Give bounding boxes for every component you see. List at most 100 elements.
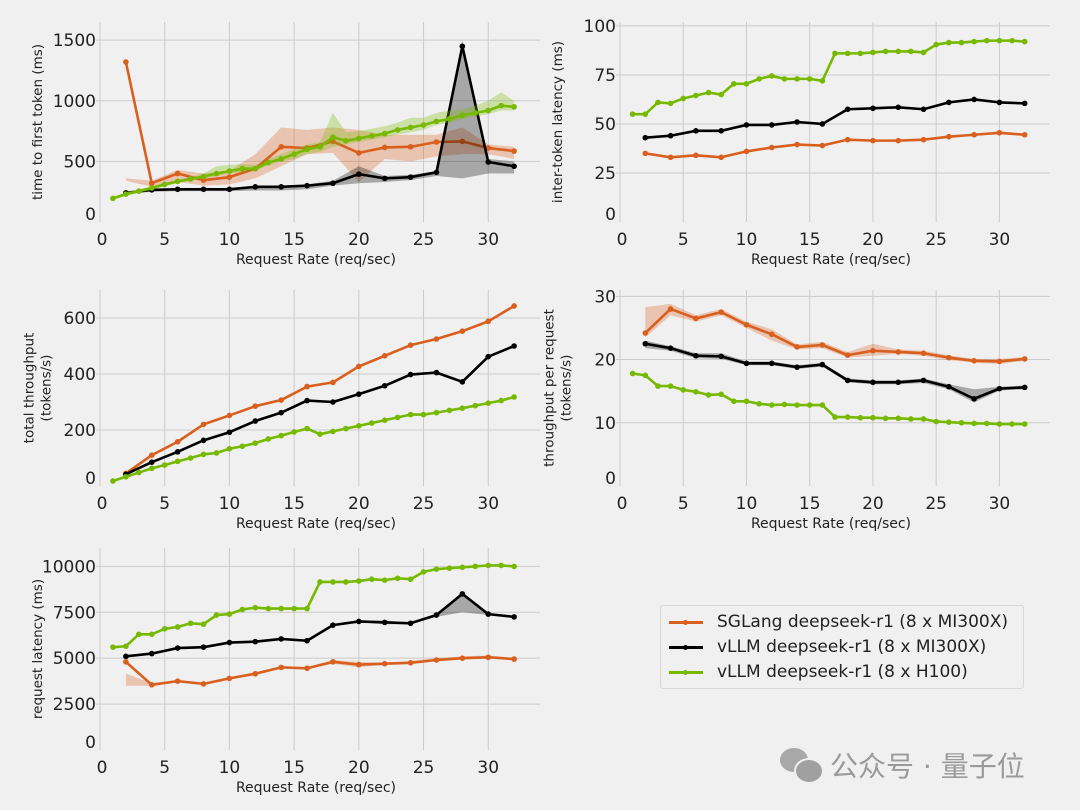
data-point (200, 681, 207, 687)
data-point (1021, 100, 1028, 107)
data-point (136, 631, 142, 638)
data-point (511, 656, 517, 662)
data-point (983, 420, 990, 427)
data-point (381, 660, 388, 667)
data-point (278, 184, 284, 190)
data-point (330, 399, 336, 405)
series-line (632, 372, 1025, 426)
data-point (200, 451, 207, 458)
data-point (174, 678, 181, 684)
data-point (920, 377, 927, 384)
data-point (642, 372, 649, 379)
data-point (381, 382, 388, 389)
data-point (971, 395, 977, 402)
data-point (356, 363, 362, 370)
data-point (265, 436, 272, 442)
data-point (857, 50, 864, 57)
data-point (381, 353, 388, 359)
x-tick-label: 20 (348, 494, 370, 514)
data-point (433, 657, 440, 663)
data-point (819, 121, 826, 127)
data-point (252, 604, 259, 611)
data-point (870, 379, 876, 386)
data-point (304, 397, 310, 404)
data-point (844, 50, 851, 57)
data-point (920, 106, 927, 113)
data-point (304, 146, 310, 153)
data-point (330, 428, 336, 435)
data-point (123, 191, 129, 197)
data-point (920, 136, 927, 143)
y-axis-label: (tokens/s) (559, 355, 575, 422)
x-tick-label: 10 (219, 494, 241, 514)
data-point (148, 452, 155, 459)
data-point (161, 181, 168, 188)
data-point (756, 76, 762, 82)
data-point (718, 154, 724, 161)
data-point (895, 137, 902, 144)
data-point (895, 415, 902, 422)
series-line (645, 98, 1025, 139)
data-point (291, 429, 297, 435)
data-point (642, 134, 649, 141)
x-tick-label: 20 (862, 494, 884, 514)
data-point (459, 138, 466, 145)
data-point (381, 417, 388, 424)
data-point (485, 145, 492, 151)
y-tick-label: 100 (584, 17, 616, 37)
x-tick-label: 10 (736, 230, 758, 250)
legend-item-vllm-mi300x: vLLM deepseek-r1 (8 x MI300X) (661, 635, 986, 659)
data-point (511, 343, 517, 349)
data-point (110, 195, 116, 202)
data-point (946, 39, 952, 46)
confidence-band (645, 303, 1025, 364)
data-point (174, 624, 181, 630)
x-tick-label: 5 (678, 494, 689, 514)
data-point (278, 432, 284, 439)
data-point (304, 605, 310, 612)
data-point (407, 411, 414, 418)
x-tick-label: 0 (97, 230, 108, 250)
data-point (511, 163, 517, 170)
x-tick-label: 5 (678, 230, 689, 250)
data-point (819, 361, 826, 368)
data-point (485, 107, 492, 114)
data-point (291, 605, 297, 612)
data-point (330, 579, 336, 585)
data-point (718, 309, 724, 315)
data-point (356, 578, 362, 584)
data-point (226, 186, 233, 193)
data-point (794, 76, 800, 82)
data-point (459, 655, 466, 661)
data-point (718, 353, 724, 360)
x-tick-label: 25 (925, 230, 947, 250)
y-tick-label: 400 (64, 365, 96, 385)
data-point (768, 331, 775, 338)
data-point (317, 144, 323, 150)
data-point (667, 383, 674, 389)
x-tick-label: 20 (862, 230, 884, 250)
data-point (933, 418, 939, 425)
data-point (996, 421, 1003, 427)
data-point (148, 459, 155, 466)
series-line (125, 655, 515, 687)
data-point (794, 141, 800, 148)
data-point (265, 159, 272, 166)
y-tick-label: 200 (64, 421, 96, 441)
data-point (110, 478, 116, 484)
data-point (971, 96, 977, 103)
x-tick-label: 10 (219, 230, 241, 250)
data-point (971, 358, 977, 364)
data-point (655, 99, 661, 106)
data-point (731, 398, 737, 405)
data-point (407, 659, 414, 666)
data-point (407, 124, 414, 131)
data-point (148, 465, 155, 472)
data-point (1021, 356, 1028, 362)
y-tick-label: 1500 (53, 31, 96, 51)
data-point (343, 425, 349, 432)
data-point (200, 186, 207, 193)
data-point (148, 185, 155, 191)
data-point (420, 411, 427, 418)
data-point (213, 450, 220, 456)
